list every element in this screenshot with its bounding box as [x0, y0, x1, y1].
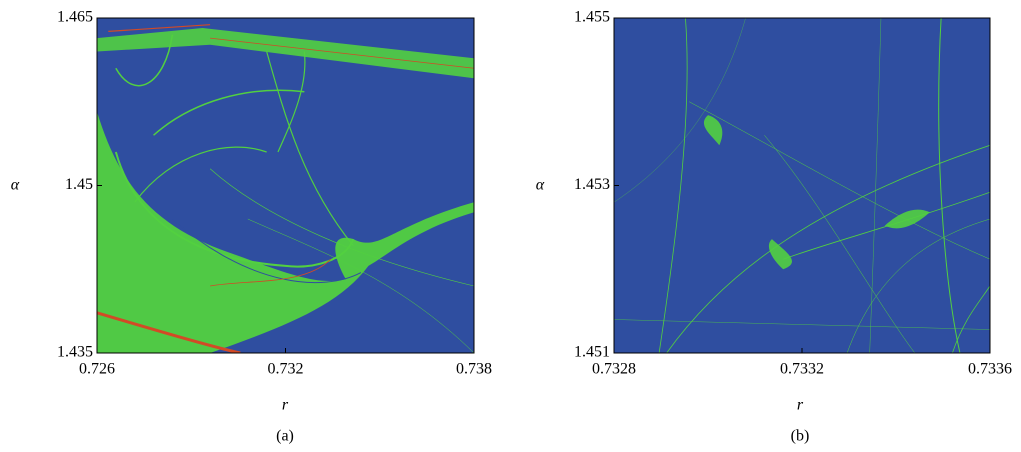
y-axis-label: α: [11, 177, 20, 194]
x-axis-label: r: [282, 397, 289, 414]
y-tick-label: 1.453: [574, 176, 610, 193]
x-tick-label: 0.7332: [780, 361, 824, 378]
y-tick-label: 1.465: [57, 9, 93, 26]
heatmap-image: [97, 18, 474, 353]
x-tick-label: 0.738: [456, 361, 492, 378]
x-tick-label: 0.7328: [592, 361, 636, 378]
y-axis-label: α: [536, 177, 545, 194]
y-tick-label: 1.45: [65, 176, 93, 193]
x-tick-label: 0.7336: [968, 361, 1012, 378]
x-tick-label: 0.726: [79, 361, 115, 378]
y-tick-label: 1.455: [574, 9, 610, 26]
y-tick-label: 1.451: [574, 344, 610, 361]
x-axis-label: r: [797, 397, 804, 414]
y-tick-label: 1.435: [57, 344, 93, 361]
heatmap-image: [614, 18, 990, 353]
x-tick-label: 0.732: [268, 361, 304, 378]
caption: (b): [791, 428, 810, 445]
caption: (a): [276, 428, 294, 445]
